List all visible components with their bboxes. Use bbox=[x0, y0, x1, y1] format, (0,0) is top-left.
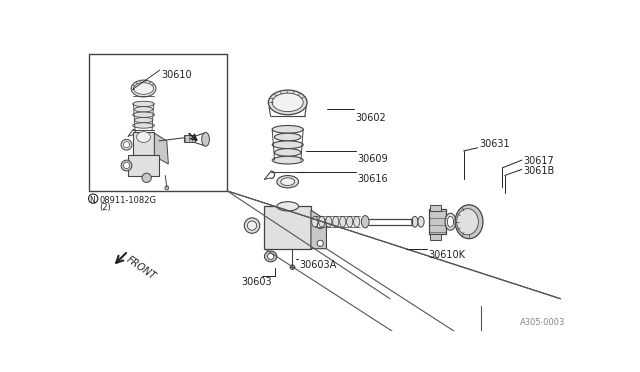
Ellipse shape bbox=[347, 217, 353, 227]
Ellipse shape bbox=[121, 140, 132, 150]
Ellipse shape bbox=[445, 213, 456, 230]
Ellipse shape bbox=[131, 80, 156, 97]
Ellipse shape bbox=[202, 132, 209, 146]
Ellipse shape bbox=[272, 156, 303, 164]
Ellipse shape bbox=[132, 112, 154, 118]
Ellipse shape bbox=[272, 125, 303, 133]
Text: 30602: 30602 bbox=[355, 113, 386, 123]
Ellipse shape bbox=[248, 221, 257, 230]
Ellipse shape bbox=[362, 216, 369, 228]
Text: 30603: 30603 bbox=[241, 277, 272, 287]
Ellipse shape bbox=[412, 217, 418, 227]
Ellipse shape bbox=[268, 253, 274, 260]
Text: 30631: 30631 bbox=[479, 139, 509, 148]
Text: 30603A: 30603A bbox=[300, 260, 337, 270]
Polygon shape bbox=[311, 210, 326, 249]
Ellipse shape bbox=[418, 217, 424, 227]
Text: 08911-1082G: 08911-1082G bbox=[99, 196, 156, 205]
Bar bbox=[430, 234, 441, 240]
Bar bbox=[429, 209, 446, 234]
Ellipse shape bbox=[272, 141, 303, 148]
Ellipse shape bbox=[457, 209, 478, 235]
Ellipse shape bbox=[134, 118, 153, 123]
Text: 30610K: 30610K bbox=[429, 250, 466, 260]
Ellipse shape bbox=[124, 142, 129, 148]
Ellipse shape bbox=[455, 205, 483, 239]
Ellipse shape bbox=[353, 217, 360, 227]
Ellipse shape bbox=[165, 186, 169, 190]
Text: FRONT: FRONT bbox=[125, 254, 157, 281]
Ellipse shape bbox=[275, 148, 301, 156]
Ellipse shape bbox=[340, 217, 346, 227]
Ellipse shape bbox=[447, 217, 454, 227]
Text: A305⋅0003: A305⋅0003 bbox=[520, 318, 566, 327]
Bar bbox=[184, 135, 195, 142]
Ellipse shape bbox=[268, 90, 307, 115]
Ellipse shape bbox=[326, 217, 332, 227]
Ellipse shape bbox=[277, 202, 298, 211]
Ellipse shape bbox=[312, 217, 318, 227]
Text: 30617: 30617 bbox=[524, 156, 554, 166]
Ellipse shape bbox=[124, 163, 129, 169]
Ellipse shape bbox=[121, 160, 132, 171]
Ellipse shape bbox=[317, 222, 323, 229]
Text: 3061B: 3061B bbox=[524, 166, 554, 176]
Bar bbox=[264, 206, 311, 249]
Ellipse shape bbox=[264, 251, 277, 262]
Ellipse shape bbox=[281, 178, 294, 186]
Ellipse shape bbox=[132, 101, 154, 107]
Ellipse shape bbox=[272, 93, 303, 112]
Text: 30616: 30616 bbox=[358, 174, 388, 184]
Ellipse shape bbox=[142, 173, 151, 183]
Bar bbox=[132, 132, 154, 155]
Ellipse shape bbox=[319, 217, 325, 227]
Ellipse shape bbox=[132, 123, 154, 128]
Ellipse shape bbox=[317, 240, 323, 246]
Text: (2): (2) bbox=[99, 203, 111, 212]
Ellipse shape bbox=[333, 217, 339, 227]
Polygon shape bbox=[154, 133, 168, 164]
Ellipse shape bbox=[136, 132, 150, 142]
Ellipse shape bbox=[275, 133, 301, 141]
Text: 30610: 30610 bbox=[161, 70, 192, 80]
Ellipse shape bbox=[134, 83, 154, 94]
Ellipse shape bbox=[290, 265, 294, 269]
Ellipse shape bbox=[134, 107, 153, 112]
Ellipse shape bbox=[277, 176, 298, 188]
Bar bbox=[430, 205, 441, 211]
Text: 30609: 30609 bbox=[358, 154, 388, 164]
Ellipse shape bbox=[244, 218, 260, 233]
Bar bbox=[128, 155, 159, 176]
Text: N: N bbox=[89, 196, 95, 205]
